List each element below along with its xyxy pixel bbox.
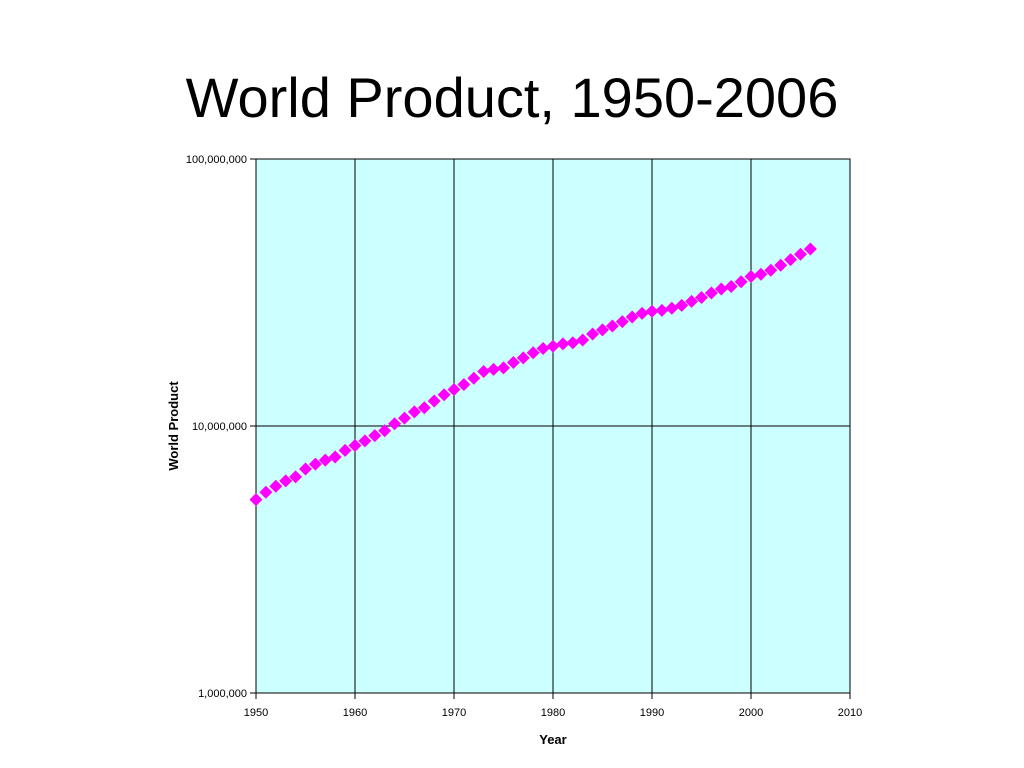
data-point bbox=[546, 339, 560, 353]
data-point bbox=[685, 294, 699, 308]
axes bbox=[255, 158, 851, 694]
x-tick-label: 1960 bbox=[343, 707, 367, 719]
data-point bbox=[358, 434, 372, 448]
x-tick-label: 1970 bbox=[442, 707, 466, 719]
data-point bbox=[784, 253, 798, 267]
data-point bbox=[734, 275, 748, 289]
data-point bbox=[487, 362, 501, 376]
data-point bbox=[269, 479, 283, 493]
data-point bbox=[704, 286, 718, 300]
data-point bbox=[556, 337, 570, 351]
data-point bbox=[724, 280, 738, 294]
x-tick-label: 2010 bbox=[838, 707, 862, 719]
data-point bbox=[318, 453, 332, 467]
data-point bbox=[338, 443, 352, 457]
data-point bbox=[794, 247, 807, 261]
x-axis-ticks: 1950 1960 1970 1980 1990 2000 2010 bbox=[244, 693, 862, 719]
data-point bbox=[407, 405, 421, 419]
data-point bbox=[536, 342, 550, 356]
data-point bbox=[744, 270, 758, 284]
data-point bbox=[665, 301, 679, 315]
data-point bbox=[625, 310, 639, 324]
data-point bbox=[635, 306, 649, 320]
x-tick-label: 1950 bbox=[244, 707, 268, 719]
y-axis-ticks: 1,000,000 10,000,000 100,000,000 bbox=[186, 154, 256, 700]
plot-border bbox=[255, 158, 851, 694]
x-axis-title: Year bbox=[539, 732, 566, 747]
data-point bbox=[417, 401, 431, 415]
data-point bbox=[388, 417, 402, 431]
data-point bbox=[645, 304, 659, 318]
y-axis-title: World Product bbox=[166, 381, 181, 471]
data-point bbox=[497, 361, 510, 375]
data-point bbox=[526, 346, 540, 360]
data-point bbox=[259, 485, 273, 499]
data-point bbox=[289, 470, 303, 484]
x-tick-label: 1990 bbox=[640, 707, 664, 719]
data-point bbox=[754, 267, 768, 281]
data-point bbox=[576, 333, 590, 347]
data-point bbox=[308, 457, 322, 471]
data-point bbox=[615, 315, 629, 329]
data-point bbox=[803, 242, 817, 256]
data-point bbox=[477, 364, 491, 378]
data-point bbox=[764, 263, 778, 277]
data-series bbox=[249, 242, 817, 507]
data-point bbox=[506, 355, 520, 369]
data-point bbox=[655, 303, 669, 317]
data-point bbox=[596, 323, 609, 337]
y-tick-label: 1,000,000 bbox=[198, 688, 247, 700]
data-point bbox=[695, 290, 708, 304]
data-point bbox=[605, 319, 619, 333]
data-point bbox=[457, 378, 471, 392]
y-tick-label: 10,000,000 bbox=[192, 421, 247, 433]
data-point bbox=[675, 298, 689, 312]
data-point bbox=[566, 336, 580, 350]
x-tick-label: 1980 bbox=[541, 707, 565, 719]
data-point bbox=[437, 388, 451, 402]
data-point bbox=[279, 474, 293, 488]
data-point bbox=[378, 424, 392, 438]
data-point bbox=[467, 371, 481, 385]
x-tick-label: 2000 bbox=[739, 707, 763, 719]
data-point bbox=[249, 493, 263, 507]
data-point bbox=[447, 382, 461, 396]
data-point bbox=[516, 351, 530, 365]
slide-title: World Product, 1950-2006 bbox=[185, 66, 839, 129]
data-point bbox=[299, 462, 312, 476]
data-point bbox=[427, 394, 441, 408]
data-point bbox=[348, 439, 362, 453]
y-tick-label: 100,000,000 bbox=[186, 154, 247, 166]
data-point bbox=[368, 429, 382, 443]
data-point bbox=[398, 411, 411, 425]
data-point bbox=[714, 282, 728, 296]
data-point bbox=[328, 450, 342, 464]
data-point bbox=[586, 327, 600, 341]
data-point bbox=[774, 258, 788, 272]
